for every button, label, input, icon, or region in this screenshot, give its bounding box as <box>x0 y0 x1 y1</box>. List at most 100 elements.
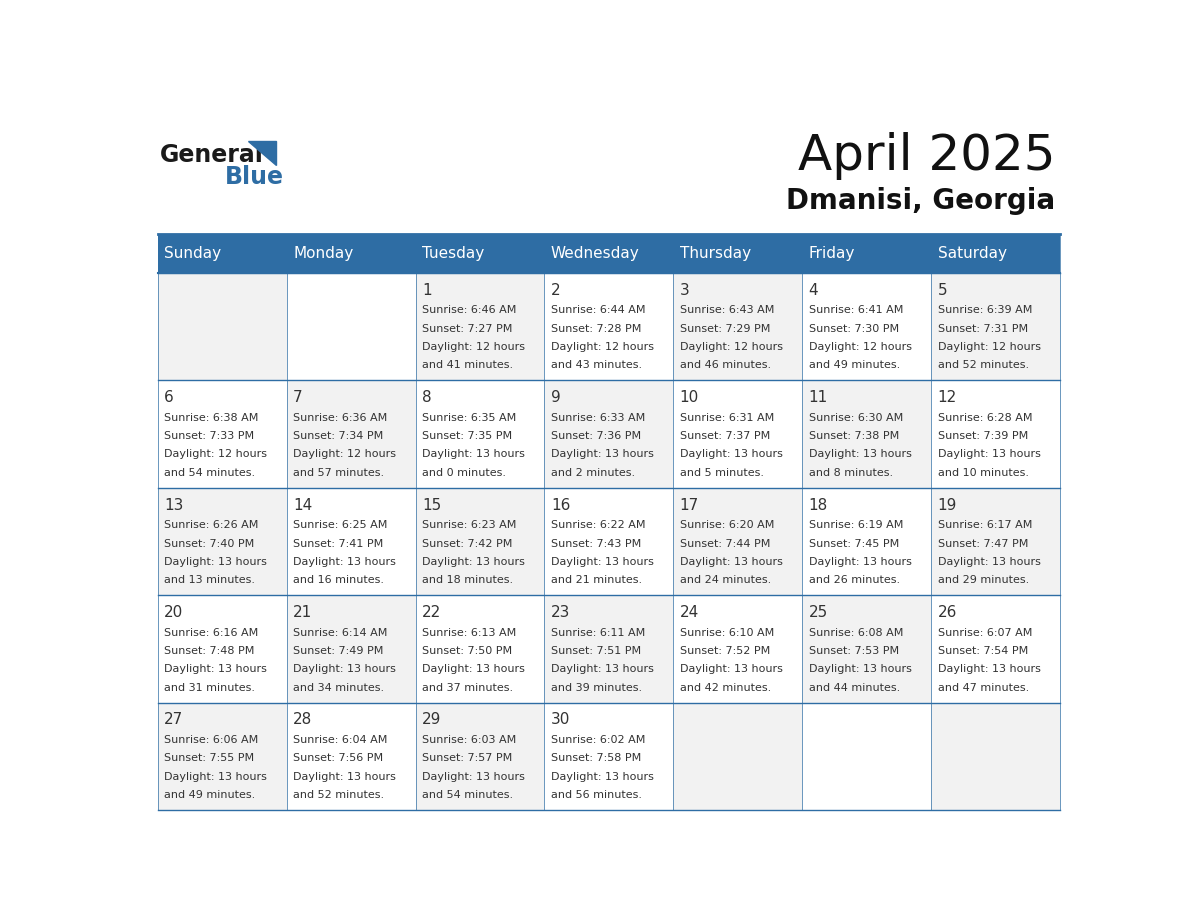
Text: Monday: Monday <box>293 246 353 261</box>
Text: and 49 minutes.: and 49 minutes. <box>809 361 899 370</box>
FancyBboxPatch shape <box>674 487 802 595</box>
Text: Sunrise: 6:28 AM: Sunrise: 6:28 AM <box>937 413 1032 422</box>
FancyBboxPatch shape <box>931 234 1060 273</box>
Text: Dmanisi, Georgia: Dmanisi, Georgia <box>786 186 1055 215</box>
FancyBboxPatch shape <box>544 380 674 487</box>
Text: Sunrise: 6:19 AM: Sunrise: 6:19 AM <box>809 521 903 530</box>
Text: and 52 minutes.: and 52 minutes. <box>937 361 1029 370</box>
Text: and 29 minutes.: and 29 minutes. <box>937 576 1029 586</box>
Text: 3: 3 <box>680 283 689 297</box>
Text: 17: 17 <box>680 498 699 512</box>
Text: Sunset: 7:53 PM: Sunset: 7:53 PM <box>809 646 899 656</box>
Text: Sunset: 7:39 PM: Sunset: 7:39 PM <box>937 431 1028 441</box>
Text: Daylight: 13 hours: Daylight: 13 hours <box>422 557 525 567</box>
Text: April 2025: April 2025 <box>798 132 1055 180</box>
Text: and 47 minutes.: and 47 minutes. <box>937 683 1029 693</box>
FancyBboxPatch shape <box>286 487 416 595</box>
Text: Daylight: 12 hours: Daylight: 12 hours <box>422 342 525 352</box>
FancyBboxPatch shape <box>416 380 544 487</box>
FancyBboxPatch shape <box>931 487 1060 595</box>
FancyBboxPatch shape <box>544 595 674 702</box>
FancyBboxPatch shape <box>158 487 286 595</box>
FancyBboxPatch shape <box>931 273 1060 380</box>
Text: Sunrise: 6:11 AM: Sunrise: 6:11 AM <box>551 628 645 638</box>
FancyBboxPatch shape <box>286 380 416 487</box>
Text: and 49 minutes.: and 49 minutes. <box>164 790 255 800</box>
Text: and 0 minutes.: and 0 minutes. <box>422 468 506 478</box>
Text: Saturday: Saturday <box>937 246 1006 261</box>
Text: Sunrise: 6:16 AM: Sunrise: 6:16 AM <box>164 628 259 638</box>
Text: 19: 19 <box>937 498 956 512</box>
Text: Thursday: Thursday <box>680 246 751 261</box>
FancyBboxPatch shape <box>674 273 802 380</box>
Text: Daylight: 13 hours: Daylight: 13 hours <box>680 450 783 459</box>
Text: 11: 11 <box>809 390 828 405</box>
Text: and 26 minutes.: and 26 minutes. <box>809 576 899 586</box>
FancyBboxPatch shape <box>416 273 544 380</box>
Text: Daylight: 13 hours: Daylight: 13 hours <box>293 772 396 782</box>
Text: Sunrise: 6:26 AM: Sunrise: 6:26 AM <box>164 521 259 530</box>
Text: and 34 minutes.: and 34 minutes. <box>293 683 384 693</box>
Text: Sunset: 7:50 PM: Sunset: 7:50 PM <box>422 646 512 656</box>
Text: Daylight: 13 hours: Daylight: 13 hours <box>809 450 911 459</box>
Text: Sunrise: 6:14 AM: Sunrise: 6:14 AM <box>293 628 387 638</box>
FancyBboxPatch shape <box>416 234 544 273</box>
Text: Sunrise: 6:08 AM: Sunrise: 6:08 AM <box>809 628 903 638</box>
Text: Sunrise: 6:46 AM: Sunrise: 6:46 AM <box>422 306 517 315</box>
Text: Sunrise: 6:43 AM: Sunrise: 6:43 AM <box>680 306 775 315</box>
Text: 9: 9 <box>551 390 561 405</box>
Text: Daylight: 13 hours: Daylight: 13 hours <box>422 450 525 459</box>
Text: Sunrise: 6:06 AM: Sunrise: 6:06 AM <box>164 735 259 745</box>
Text: Sunset: 7:52 PM: Sunset: 7:52 PM <box>680 646 770 656</box>
Text: and 57 minutes.: and 57 minutes. <box>293 468 384 478</box>
FancyBboxPatch shape <box>158 234 286 273</box>
Text: Daylight: 13 hours: Daylight: 13 hours <box>164 772 267 782</box>
Text: Sunset: 7:47 PM: Sunset: 7:47 PM <box>937 539 1028 549</box>
Text: Sunset: 7:36 PM: Sunset: 7:36 PM <box>551 431 642 441</box>
Text: and 54 minutes.: and 54 minutes. <box>422 790 513 800</box>
Text: Sunrise: 6:20 AM: Sunrise: 6:20 AM <box>680 521 775 530</box>
Text: and 10 minutes.: and 10 minutes. <box>937 468 1029 478</box>
Text: 12: 12 <box>937 390 956 405</box>
FancyBboxPatch shape <box>544 234 674 273</box>
FancyBboxPatch shape <box>286 595 416 702</box>
FancyBboxPatch shape <box>158 380 286 487</box>
Text: and 18 minutes.: and 18 minutes. <box>422 576 513 586</box>
Text: Wednesday: Wednesday <box>551 246 639 261</box>
FancyBboxPatch shape <box>286 234 416 273</box>
FancyBboxPatch shape <box>931 595 1060 702</box>
FancyBboxPatch shape <box>931 380 1060 487</box>
Text: 18: 18 <box>809 498 828 512</box>
Text: 5: 5 <box>937 283 947 297</box>
FancyBboxPatch shape <box>802 234 931 273</box>
Text: and 42 minutes.: and 42 minutes. <box>680 683 771 693</box>
Text: Sunset: 7:29 PM: Sunset: 7:29 PM <box>680 324 770 333</box>
Text: Sunset: 7:27 PM: Sunset: 7:27 PM <box>422 324 512 333</box>
Text: Sunrise: 6:02 AM: Sunrise: 6:02 AM <box>551 735 645 745</box>
FancyBboxPatch shape <box>674 234 802 273</box>
Text: and 21 minutes.: and 21 minutes. <box>551 576 642 586</box>
Text: Sunset: 7:58 PM: Sunset: 7:58 PM <box>551 754 642 764</box>
Text: Sunset: 7:38 PM: Sunset: 7:38 PM <box>809 431 899 441</box>
Text: Sunrise: 6:41 AM: Sunrise: 6:41 AM <box>809 306 903 315</box>
Text: and 5 minutes.: and 5 minutes. <box>680 468 764 478</box>
FancyBboxPatch shape <box>674 380 802 487</box>
Text: 21: 21 <box>293 605 312 620</box>
Text: and 31 minutes.: and 31 minutes. <box>164 683 255 693</box>
Text: Sunset: 7:44 PM: Sunset: 7:44 PM <box>680 539 770 549</box>
Text: Daylight: 12 hours: Daylight: 12 hours <box>551 342 653 352</box>
Text: Daylight: 13 hours: Daylight: 13 hours <box>422 772 525 782</box>
Text: Sunset: 7:42 PM: Sunset: 7:42 PM <box>422 539 512 549</box>
Text: 16: 16 <box>551 498 570 512</box>
Text: 28: 28 <box>293 712 312 727</box>
FancyBboxPatch shape <box>802 702 931 810</box>
Text: and 8 minutes.: and 8 minutes. <box>809 468 892 478</box>
Text: Sunrise: 6:10 AM: Sunrise: 6:10 AM <box>680 628 775 638</box>
Text: 13: 13 <box>164 498 183 512</box>
Text: Daylight: 12 hours: Daylight: 12 hours <box>809 342 911 352</box>
Text: Sunrise: 6:39 AM: Sunrise: 6:39 AM <box>937 306 1032 315</box>
Text: 22: 22 <box>422 605 441 620</box>
Text: 14: 14 <box>293 498 312 512</box>
Text: Sunset: 7:43 PM: Sunset: 7:43 PM <box>551 539 642 549</box>
FancyBboxPatch shape <box>286 702 416 810</box>
